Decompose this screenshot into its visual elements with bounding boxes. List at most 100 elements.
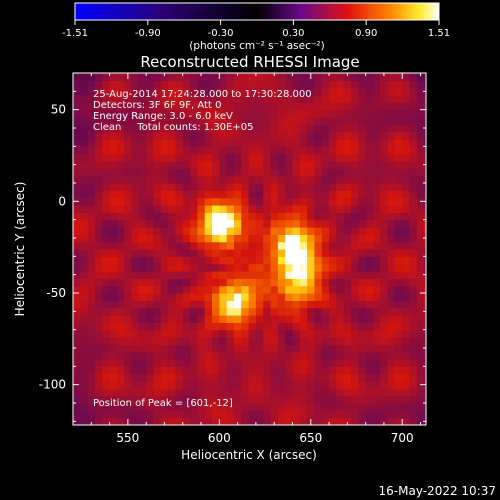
heatmap-cell [351, 146, 359, 155]
heatmap-cell [241, 73, 250, 81]
heatmap-cell [131, 359, 140, 367]
heatmap-cell [343, 190, 352, 199]
heatmap-cell [190, 256, 198, 265]
heatmap-cell [241, 410, 250, 419]
heatmap-cell [307, 212, 316, 221]
heatmap-cell [321, 234, 330, 243]
heatmap-cell [409, 146, 418, 155]
heatmap-cell [351, 234, 359, 243]
heatmap-cell [270, 256, 279, 265]
heatmap-cell [255, 366, 264, 375]
heatmap-cell [109, 300, 118, 309]
heatmap-cell [116, 146, 125, 155]
heatmap-cell [270, 403, 279, 411]
heatmap-cell [336, 263, 345, 272]
heatmap-cell [365, 381, 374, 389]
heatmap-cell [343, 95, 352, 103]
heatmap-cell [80, 212, 89, 221]
heatmap-cell [233, 102, 242, 111]
heatmap-cell [321, 344, 330, 353]
heatmap-cell [160, 322, 169, 331]
heatmap-cell [270, 344, 279, 353]
heatmap-cell [190, 278, 198, 287]
heatmap-cell [372, 219, 381, 228]
heatmap-cell [358, 366, 367, 375]
heatmap-cell [73, 205, 81, 213]
heatmap-cell [321, 197, 330, 206]
heatmap-cell [336, 102, 345, 111]
heatmap-cell [131, 146, 140, 155]
heatmap-cell [160, 234, 169, 243]
heatmap-cell [204, 256, 213, 265]
heatmap-cell [321, 293, 330, 301]
heatmap-cell [307, 351, 316, 360]
heatmap-cell [329, 263, 337, 272]
heatmap-cell [387, 373, 396, 382]
heatmap-cell [365, 139, 374, 147]
heatmap-cell [190, 131, 198, 140]
heatmap-cell [138, 285, 147, 294]
heatmap-cell [343, 388, 352, 397]
heatmap-cell [387, 117, 396, 125]
heatmap-cell [160, 256, 169, 265]
x-tick-label: 600 [208, 431, 231, 445]
heatmap-cell [299, 417, 308, 425]
heatmap-cell [241, 293, 250, 301]
heatmap-cell [248, 351, 257, 360]
heatmap-cell [351, 322, 359, 331]
heatmap-cell [87, 234, 96, 243]
heatmap-cell [73, 139, 81, 147]
heatmap-cell [351, 205, 359, 213]
heatmap-cell [87, 102, 96, 111]
heatmap-cell [87, 417, 96, 425]
heatmap-cell [372, 95, 381, 103]
heatmap-cell [336, 300, 345, 309]
heatmap-cell [314, 395, 323, 404]
heatmap-cell [255, 410, 264, 419]
heatmap-cell [292, 337, 301, 345]
heatmap-cell [204, 183, 213, 191]
heatmap-cell [358, 205, 367, 213]
heatmap-cell [299, 337, 308, 345]
heatmap-cell [277, 329, 286, 338]
heatmap-cell [343, 263, 352, 272]
heatmap-cell [87, 109, 96, 118]
heatmap-cell [124, 241, 133, 250]
heatmap-cell [248, 381, 257, 389]
heatmap-cell [255, 234, 264, 243]
colorbar-tick-label: 0.30 [282, 28, 304, 39]
heatmap-cell [153, 102, 162, 111]
heatmap-cell [233, 285, 242, 294]
heatmap-cell [197, 278, 206, 287]
heatmap-cell [73, 87, 81, 96]
heatmap-cell [307, 271, 316, 279]
heatmap-cell [329, 373, 337, 382]
heatmap-cell [226, 410, 235, 419]
heatmap-cell [131, 395, 140, 404]
heatmap-cell [138, 256, 147, 265]
heatmap-cell [233, 359, 242, 367]
heatmap-cell [80, 249, 89, 257]
heatmap-cell [402, 271, 411, 279]
heatmap-cell [270, 80, 279, 89]
heatmap-cell [182, 315, 191, 323]
heatmap-cell [241, 329, 250, 338]
heatmap-cell [241, 315, 250, 323]
heatmap-cell [270, 263, 279, 272]
heatmap-cell [204, 263, 213, 272]
heatmap-cell [343, 373, 352, 382]
heatmap-cell [94, 278, 103, 287]
heatmap-cell [277, 205, 286, 213]
heatmap-cell [358, 249, 367, 257]
heatmap-cell [299, 329, 308, 338]
heatmap-cell [394, 395, 403, 404]
heatmap-cell [175, 329, 184, 338]
heatmap-cell [212, 124, 220, 133]
heatmap-cell [87, 80, 96, 89]
heatmap-cell [131, 117, 140, 125]
heatmap-cell [131, 417, 140, 425]
heatmap-cell [131, 337, 140, 345]
heatmap-cell [387, 183, 396, 191]
heatmap-cell [197, 351, 206, 360]
heatmap-cell [416, 329, 425, 338]
